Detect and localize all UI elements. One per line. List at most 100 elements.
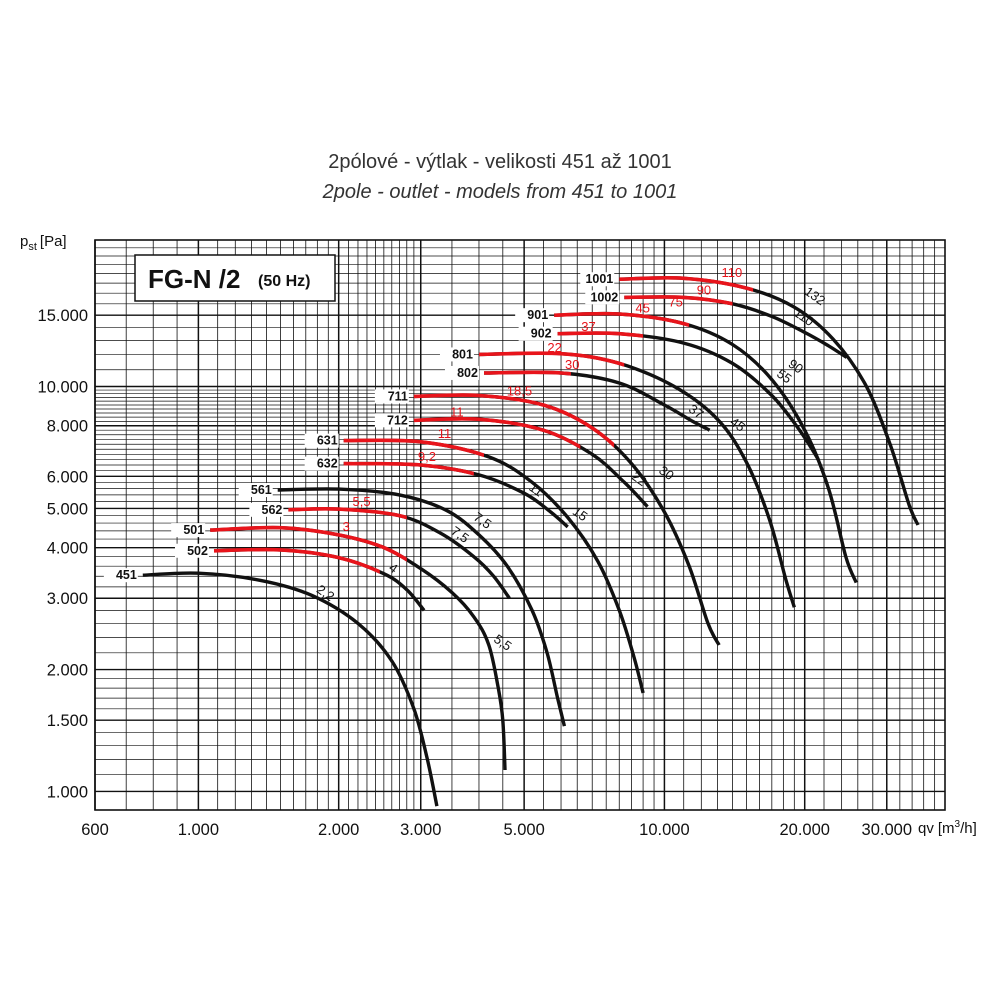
- model-label-bg: [518, 326, 553, 341]
- model-label-bg: [374, 389, 409, 404]
- motor-power-label: 45: [636, 300, 650, 315]
- y-tick-label: 5.000: [47, 500, 88, 518]
- fan-curve-711: 711 18,5 30: [374, 383, 721, 646]
- motor-power-label: 4: [386, 560, 401, 576]
- motor-power-label: 45: [727, 414, 747, 435]
- x-tick-label: 2.000: [318, 821, 359, 839]
- curve-red-segment: [478, 351, 625, 367]
- y-tick-label: 1.500: [47, 712, 88, 730]
- fan-curve-712: 712 11 22: [374, 404, 649, 508]
- curve-line: [213, 547, 426, 612]
- curve-red-segment: [413, 416, 581, 450]
- motor-power-label: 11: [450, 404, 464, 419]
- box-name: FG-N /2: [148, 264, 240, 294]
- motor-power-label: 30: [565, 357, 579, 372]
- model-label: 561: [251, 483, 272, 497]
- model-label: 712: [387, 413, 408, 427]
- model-label-bg: [171, 523, 206, 538]
- curve-red-segment: [624, 295, 733, 306]
- x-tick-label: 600: [81, 821, 109, 839]
- model-label-bg: [439, 347, 474, 362]
- motor-power-label: 3: [343, 519, 350, 534]
- series-box: FG-N /2 (50 Hz): [134, 254, 336, 302]
- motor-power-label: 37: [686, 401, 706, 422]
- y-tick-label: 6.000: [47, 468, 88, 486]
- model-label-bg: [174, 543, 209, 558]
- x-tick-label: 30.000: [862, 821, 912, 839]
- x-tick-label: 1.000: [178, 821, 219, 839]
- y-axis-label: pst [Pa]: [20, 233, 67, 253]
- curve-red-segment: [343, 438, 484, 458]
- motor-power-label: 9,2: [418, 449, 436, 464]
- motor-power-label: 55: [774, 366, 794, 387]
- x-axis-label: qv [m3/h]: [918, 819, 977, 837]
- x-tick-label: 10.000: [639, 821, 689, 839]
- y-tick-label: 3.000: [47, 590, 88, 608]
- motor-power-label: 5,5: [491, 631, 514, 654]
- model-label: 901: [527, 308, 548, 322]
- model-label-bg: [515, 308, 550, 323]
- x-tick-labels: 600 1.000 2.000 3.000 5.000 10.000 20.000 30.00…: [81, 821, 912, 839]
- plot-frame: [94, 239, 946, 811]
- motor-power-label: 37: [581, 319, 595, 334]
- model-label-bg: [580, 272, 615, 287]
- model-label-bg: [238, 483, 273, 498]
- model-label: 501: [183, 523, 204, 537]
- motor-power-label: 5,5: [353, 494, 371, 509]
- model-label: 502: [187, 544, 208, 558]
- y-tick-label: 15.000: [38, 307, 88, 325]
- y-tick-label: 2.000: [47, 662, 88, 680]
- curve-red-segment: [210, 525, 407, 562]
- model-label: 632: [317, 457, 338, 471]
- motor-power-label: 11: [438, 426, 452, 441]
- x-tick-label: 20.000: [779, 821, 829, 839]
- model-label: 1002: [590, 290, 618, 304]
- motor-power-label: 75: [668, 295, 682, 310]
- chart-title-english: 2pole - outlet - models from 451 to 1001: [322, 181, 678, 203]
- motor-power-label: 22: [629, 468, 649, 489]
- motor-power-label: 90: [697, 282, 711, 297]
- fan-curve-902: 902 37 55: [518, 319, 820, 461]
- model-label: 711: [388, 389, 408, 403]
- curve-line: [142, 571, 439, 807]
- fan-curve-501: 501 3 5,5: [171, 519, 515, 771]
- model-label: 631: [317, 434, 338, 448]
- model-label: 902: [531, 327, 552, 341]
- y-tick-label: 8.000: [47, 418, 88, 436]
- model-label: 1001: [585, 272, 613, 286]
- box-frequency: (50 Hz): [258, 273, 310, 290]
- chart-title-czech: 2pólové - výtlak - velikosti 451 až 1001: [328, 151, 672, 173]
- model-label-bg: [444, 365, 479, 380]
- model-label: 801: [452, 347, 473, 361]
- curve-red-segment: [343, 461, 474, 476]
- x-tick-label: 3.000: [400, 821, 441, 839]
- model-label-bg: [249, 502, 284, 517]
- y-tick-label: 4.000: [47, 540, 88, 558]
- model-label-bg: [374, 413, 409, 428]
- curve-red-segment: [619, 275, 754, 292]
- curve-line: [277, 487, 567, 727]
- curve-red-segment: [483, 370, 571, 376]
- model-label: 451: [116, 568, 137, 582]
- x-tick-label: 5.000: [503, 821, 544, 839]
- fan-curve-901: 901 45 90: [515, 300, 858, 584]
- motor-power-label: 90: [786, 356, 806, 377]
- y-tick-label: 1.000: [47, 783, 88, 801]
- fan-curve-502: 502 4: [174, 543, 426, 612]
- model-label-bg: [304, 433, 339, 448]
- motor-power-label: 110: [722, 265, 743, 280]
- curve-red-segment: [213, 547, 380, 574]
- curve-red-segment: [557, 331, 644, 338]
- curve-red-segment: [413, 393, 615, 448]
- fan-curve-631: 631 11 15: [304, 426, 645, 694]
- curve-red-segment: [554, 311, 690, 328]
- model-label-bg: [304, 456, 339, 471]
- y-tick-labels: 1.000 1.500 2.000 3.000 4.000 5.000 6.000 8.000…: [38, 307, 88, 801]
- curve-red-segment: [288, 506, 407, 520]
- model-label: 802: [457, 366, 478, 380]
